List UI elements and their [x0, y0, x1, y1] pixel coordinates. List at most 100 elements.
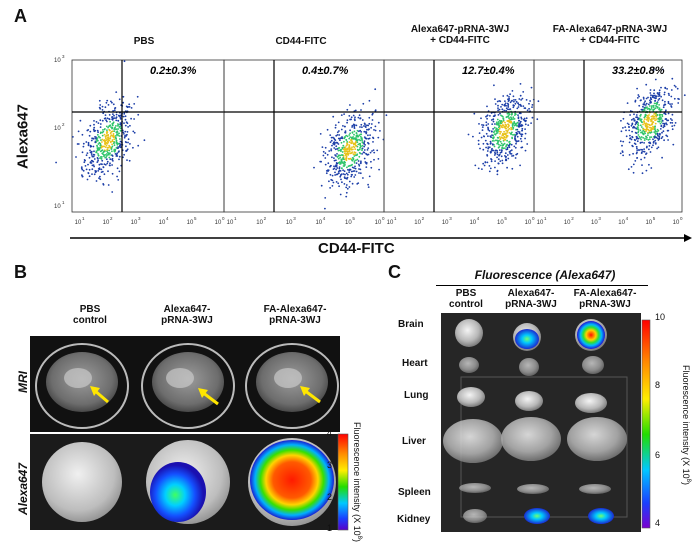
x-tick-label: 10 — [187, 220, 194, 226]
organ-brain-fa-alexa-signal — [577, 321, 605, 349]
panel-c-colorbar — [641, 319, 651, 529]
panel-c-letter: C — [388, 262, 401, 282]
x-tick-exp: 3 — [598, 216, 601, 221]
x-tick-exp: 2 — [264, 216, 267, 221]
y-tick-label: 10 — [54, 126, 61, 132]
x-tick-label: 10 — [537, 220, 544, 226]
panel-b-colorbar-label: Fluorescence intensity (X 108) — [352, 422, 362, 542]
panel-b-colorbar-tick-3: 3 — [327, 460, 333, 470]
x-tick-exp: 4 — [323, 216, 326, 221]
x-tick-exp: 5 — [352, 216, 355, 221]
x-tick-exp: 2 — [110, 216, 113, 221]
x-tick-label: 10 — [75, 220, 82, 226]
x-tick-label: 10 — [131, 220, 138, 226]
x-tick-label: 10 — [414, 220, 421, 226]
plot-title-fa-alexa: FA-Alexa647-pRNA-3WJ + CD44-FITC — [552, 24, 668, 46]
y-tick-exp: 3 — [62, 54, 65, 59]
x-tick-label: 10 — [345, 220, 352, 226]
panel-c-title: Fluorescence (Alexa647) — [474, 268, 616, 282]
panel-c-colorbar-label: Fluorescence intensity (X 108) — [681, 365, 691, 485]
brain-fa-alexa-signal — [250, 440, 334, 520]
x-tick-label: 10 — [256, 220, 263, 226]
x-tick-label: 10 — [387, 220, 394, 226]
panel-b-images — [30, 336, 340, 530]
x-tick-label: 10 — [215, 220, 222, 226]
x-tick-exp: 1 — [544, 216, 547, 221]
x-tick-exp: 5 — [194, 216, 197, 221]
brain-alexa-signal — [150, 462, 206, 522]
organ-label-spleen: Spleen — [398, 487, 431, 498]
organ-kidney-fa-alexa-signal — [588, 508, 614, 524]
x-tick-exp: 3 — [293, 216, 296, 221]
panel-c-organ-image — [441, 313, 641, 532]
organ-label-lung: Lung — [404, 390, 429, 401]
panel-c-header-fa-alexa: FA-Alexa647- pRNA-3WJ — [573, 288, 637, 310]
x-tick-label: 10 — [525, 220, 532, 226]
panel-b-letter: B — [14, 262, 27, 282]
organ-label-kidney: Kidney — [397, 514, 431, 525]
panel-c-header-alexa: Alexa647- pRNA-3WJ — [505, 288, 557, 310]
panel-b-header-pbs: PBS control — [73, 304, 107, 326]
quadrant-percent: 0.2±0.3% — [150, 65, 197, 77]
x-axis-arrow-head — [684, 234, 692, 242]
x-tick-label: 10 — [645, 220, 652, 226]
x-tick-exp: 5 — [653, 216, 656, 221]
x-tick-label: 10 — [618, 220, 625, 226]
x-tick-exp: 1 — [234, 216, 237, 221]
x-tick-label: 10 — [591, 220, 598, 226]
panel-a-letter: A — [14, 6, 27, 26]
panel-b-header-alexa: Alexa647- pRNA-3WJ — [161, 304, 213, 326]
x-tick-label: 10 — [497, 220, 504, 226]
panel-c-colorbar-tick-6: 6 — [655, 450, 661, 460]
x-tick-exp: 0 — [680, 216, 683, 221]
x-tick-exp: 0 — [222, 216, 225, 221]
panel-b-colorbar-tick-4: 4 — [327, 428, 333, 438]
x-tick-label: 10 — [442, 220, 449, 226]
organ-label-heart: Heart — [402, 358, 428, 369]
x-tick-label: 10 — [286, 220, 293, 226]
brain-pbs-fluor — [42, 442, 122, 522]
y-tick-label: 10 — [54, 204, 61, 210]
x-tick-exp: 0 — [532, 216, 535, 221]
x-tick-exp: 2 — [422, 216, 425, 221]
quadrant-percent: 12.7±0.4% — [462, 65, 515, 77]
x-tick-exp: 2 — [571, 216, 574, 221]
x-tick-label: 10 — [375, 220, 382, 226]
panel-c-title-rule — [436, 285, 648, 286]
panel-a-x-axis-label: CD44-FITC — [318, 240, 395, 257]
x-tick-label: 10 — [159, 220, 166, 226]
panel-c-header-pbs: PBS control — [449, 288, 483, 310]
x-tick-exp: 4 — [626, 216, 629, 221]
x-tick-label: 10 — [227, 220, 234, 226]
x-tick-label: 10 — [564, 220, 571, 226]
x-tick-exp: 3 — [138, 216, 141, 221]
plot-title-cd44: CD44-FITC — [275, 36, 327, 47]
x-tick-exp: 0 — [382, 216, 385, 221]
organ-label-liver: Liver — [402, 436, 426, 447]
plot-title-pbs: PBS — [133, 36, 155, 47]
flow-cytometry-plots: 0.2±0.3%1011021031041051000.4±0.7%101102… — [54, 54, 692, 242]
x-tick-exp: 3 — [449, 216, 452, 221]
x-tick-exp: 5 — [504, 216, 507, 221]
organ-label-brain: Brain — [398, 319, 424, 330]
panel-b-colorbar — [337, 433, 349, 531]
panel-b-colorbar-tick-2: 2 — [327, 492, 333, 502]
x-tick-exp: 1 — [82, 216, 85, 221]
x-tick-exp: 1 — [394, 216, 397, 221]
x-tick-label: 10 — [315, 220, 322, 226]
quadrant-percent: 33.2±0.8% — [612, 65, 665, 77]
tumor-arrow-icon — [90, 386, 321, 406]
organ-kidney-alexa-signal — [524, 508, 550, 524]
panel-c-colorbar-tick-4: 4 — [655, 518, 661, 528]
mri-alexa — [141, 343, 235, 429]
panel-b-row-label-alexa647: Alexa647 — [16, 462, 30, 516]
panel-c-colorbar-tick-10: 10 — [655, 312, 666, 322]
panel-c-colorbar-tick-8: 8 — [655, 380, 661, 390]
x-tick-exp: 4 — [166, 216, 169, 221]
panel-b-colorbar-tick-1: 1 — [327, 523, 333, 533]
organ-brain-pbs — [455, 319, 483, 347]
mri-fa-alexa — [245, 343, 339, 429]
